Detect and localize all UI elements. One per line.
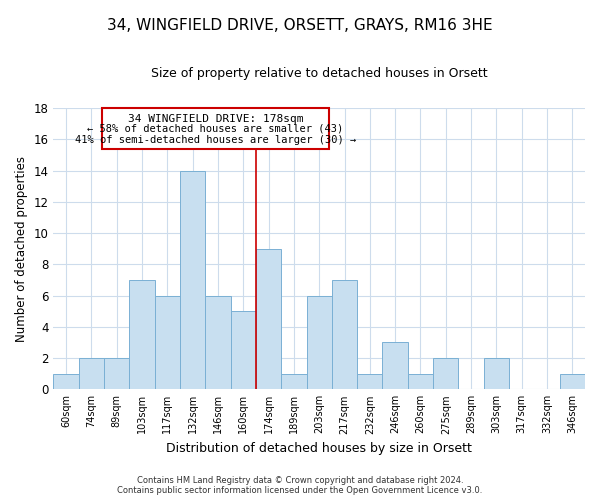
Text: ← 58% of detached houses are smaller (43): ← 58% of detached houses are smaller (43…	[87, 124, 344, 134]
Bar	[382, 342, 408, 390]
Bar	[155, 296, 180, 390]
FancyBboxPatch shape	[101, 108, 329, 148]
Bar	[332, 280, 357, 390]
Bar	[130, 280, 155, 390]
Bar	[104, 358, 130, 390]
Text: 34 WINGFIELD DRIVE: 178sqm: 34 WINGFIELD DRIVE: 178sqm	[128, 114, 303, 124]
Bar	[484, 358, 509, 390]
X-axis label: Distribution of detached houses by size in Orsett: Distribution of detached houses by size …	[166, 442, 472, 455]
Text: 34, WINGFIELD DRIVE, ORSETT, GRAYS, RM16 3HE: 34, WINGFIELD DRIVE, ORSETT, GRAYS, RM16…	[107, 18, 493, 32]
Bar	[560, 374, 585, 390]
Text: Contains HM Land Registry data © Crown copyright and database right 2024.
Contai: Contains HM Land Registry data © Crown c…	[118, 476, 482, 495]
Bar	[281, 374, 307, 390]
Bar	[408, 374, 433, 390]
Bar	[205, 296, 230, 390]
Bar	[433, 358, 458, 390]
Title: Size of property relative to detached houses in Orsett: Size of property relative to detached ho…	[151, 68, 488, 80]
Bar	[180, 170, 205, 390]
Y-axis label: Number of detached properties: Number of detached properties	[15, 156, 28, 342]
Text: 41% of semi-detached houses are larger (30) →: 41% of semi-detached houses are larger (…	[75, 136, 356, 145]
Bar	[230, 311, 256, 390]
Bar	[53, 374, 79, 390]
Bar	[357, 374, 382, 390]
Bar	[256, 248, 281, 390]
Bar	[307, 296, 332, 390]
Bar	[79, 358, 104, 390]
